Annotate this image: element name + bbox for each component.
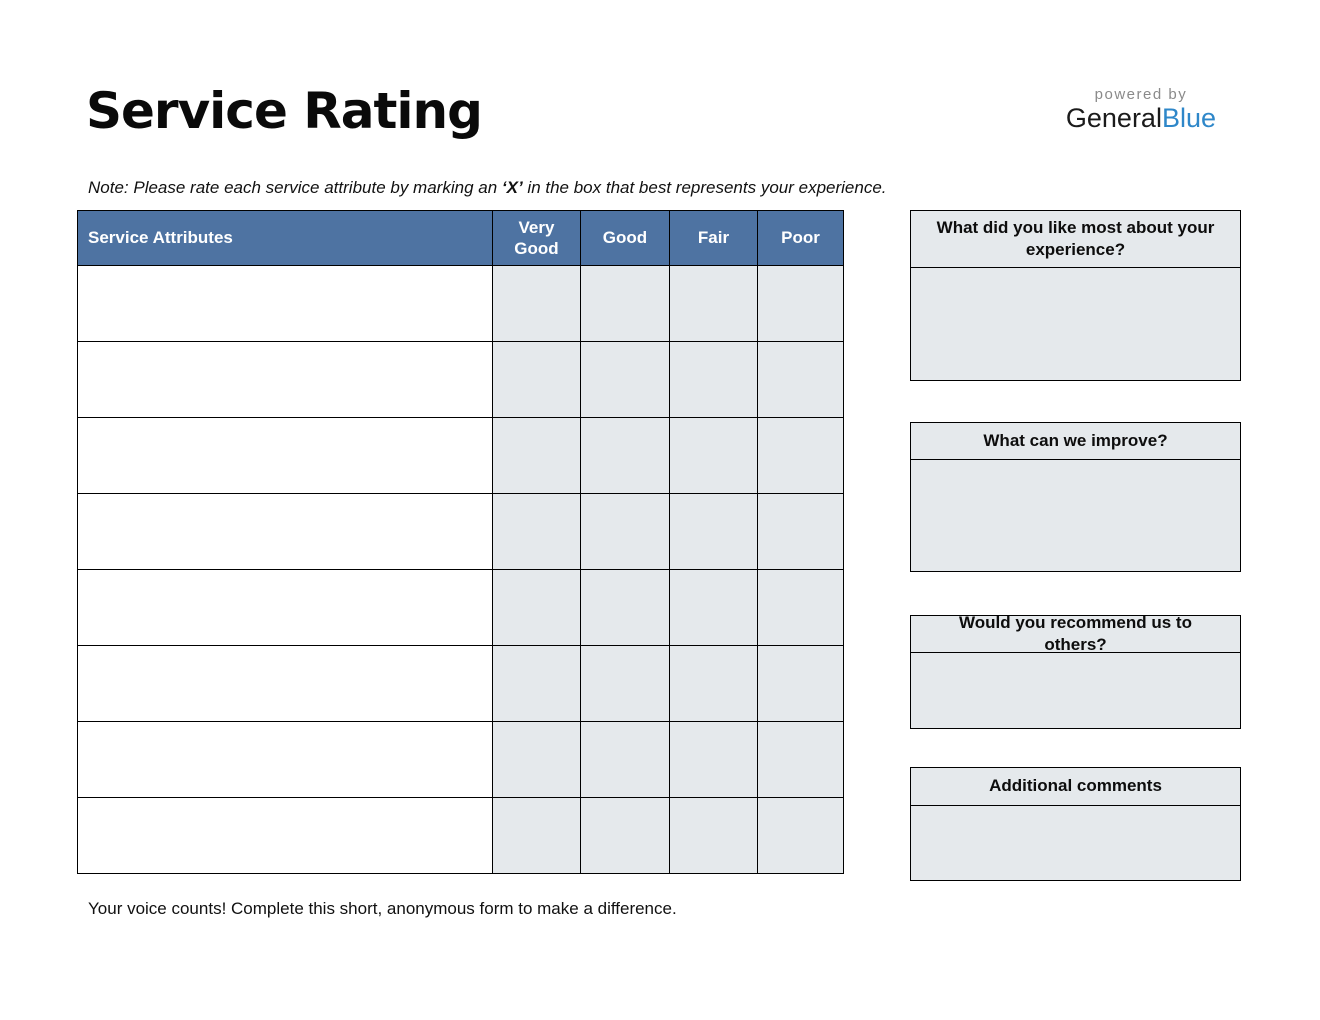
rating-mark-cell[interactable]	[669, 493, 758, 570]
rating-mark-cell[interactable]	[580, 493, 670, 570]
table-header-row: Service Attributes Very Good Good Fair P…	[77, 210, 844, 266]
rating-mark-cell[interactable]	[669, 417, 758, 494]
column-header-poor: Poor	[757, 210, 844, 266]
service-attribute-cell[interactable]	[77, 417, 493, 494]
service-attribute-cell[interactable]	[77, 797, 493, 874]
rating-mark-cell[interactable]	[757, 265, 844, 342]
comment-box: What did you like most about your experi…	[910, 210, 1241, 381]
rating-mark-cell[interactable]	[580, 569, 670, 646]
comment-box-input[interactable]	[911, 653, 1240, 728]
comment-box-title: Additional comments	[911, 768, 1240, 806]
rating-mark-cell[interactable]	[580, 645, 670, 722]
rating-mark-cell[interactable]	[580, 417, 670, 494]
table-row	[77, 645, 844, 722]
comment-box-title: What can we improve?	[911, 423, 1240, 460]
table-row	[77, 797, 844, 874]
rating-mark-cell[interactable]	[669, 265, 758, 342]
column-header-good: Good	[580, 210, 670, 266]
comment-box-title: Would you recommend us to others?	[911, 613, 1240, 654]
note-x-marker: ‘X’	[501, 178, 523, 197]
rating-mark-cell[interactable]	[492, 721, 581, 798]
comment-box: Additional comments	[910, 767, 1241, 881]
table-row	[77, 493, 844, 570]
rating-mark-cell[interactable]	[757, 417, 844, 494]
table-row	[77, 341, 844, 418]
rating-mark-cell[interactable]	[580, 797, 670, 874]
rating-mark-cell[interactable]	[492, 265, 581, 342]
powered-by-label: powered by	[1094, 86, 1188, 103]
note-suffix: in the box that best represents your exp…	[522, 178, 887, 197]
instruction-note: Note: Please rate each service attribute…	[88, 178, 887, 198]
rating-mark-cell[interactable]	[580, 265, 670, 342]
table-row	[77, 721, 844, 798]
rating-mark-cell[interactable]	[669, 721, 758, 798]
brand-general-text: General	[1065, 103, 1162, 133]
rating-mark-cell[interactable]	[492, 341, 581, 418]
rating-mark-cell[interactable]	[757, 493, 844, 570]
rating-mark-cell[interactable]	[669, 797, 758, 874]
rating-mark-cell[interactable]	[669, 341, 758, 418]
comment-box: Would you recommend us to others?	[910, 613, 1241, 729]
comment-box-input[interactable]	[911, 268, 1240, 380]
rating-mark-cell[interactable]	[492, 645, 581, 722]
brand-blue-text: Blue	[1161, 103, 1216, 133]
rating-mark-cell[interactable]	[492, 417, 581, 494]
rating-mark-cell[interactable]	[669, 645, 758, 722]
table-row	[77, 569, 844, 646]
rating-mark-cell[interactable]	[492, 493, 581, 570]
brand-name: GeneralBlue	[1065, 103, 1216, 134]
rating-table: Service Attributes Very Good Good Fair P…	[77, 210, 844, 874]
service-attribute-cell[interactable]	[77, 493, 493, 570]
rating-mark-cell[interactable]	[580, 721, 670, 798]
table-row	[77, 417, 844, 494]
service-attribute-cell[interactable]	[77, 645, 493, 722]
service-attribute-cell[interactable]	[77, 721, 493, 798]
service-attribute-cell[interactable]	[77, 341, 493, 418]
column-header-service-attributes: Service Attributes	[77, 210, 493, 266]
rating-mark-cell[interactable]	[757, 797, 844, 874]
brand-logo: powered by GeneralBlue	[1066, 86, 1216, 134]
comment-box: What can we improve?	[910, 422, 1241, 572]
column-header-fair: Fair	[669, 210, 758, 266]
comment-box-input[interactable]	[911, 806, 1240, 880]
service-attribute-cell[interactable]	[77, 265, 493, 342]
footer-message: Your voice counts! Complete this short, …	[88, 899, 677, 918]
table-row	[77, 265, 844, 342]
rating-mark-cell[interactable]	[492, 797, 581, 874]
page-title: Service Rating	[86, 82, 483, 140]
rating-mark-cell[interactable]	[492, 569, 581, 646]
service-attribute-cell[interactable]	[77, 569, 493, 646]
rating-mark-cell[interactable]	[757, 721, 844, 798]
rating-mark-cell[interactable]	[669, 569, 758, 646]
rating-mark-cell[interactable]	[580, 341, 670, 418]
column-header-very-good: Very Good	[492, 210, 581, 266]
comment-box-input[interactable]	[911, 460, 1240, 571]
note-prefix: Note: Please rate each service attribute…	[88, 178, 502, 197]
rating-mark-cell[interactable]	[757, 645, 844, 722]
rating-mark-cell[interactable]	[757, 569, 844, 646]
comment-box-title: What did you like most about your experi…	[911, 211, 1240, 268]
rating-mark-cell[interactable]	[757, 341, 844, 418]
